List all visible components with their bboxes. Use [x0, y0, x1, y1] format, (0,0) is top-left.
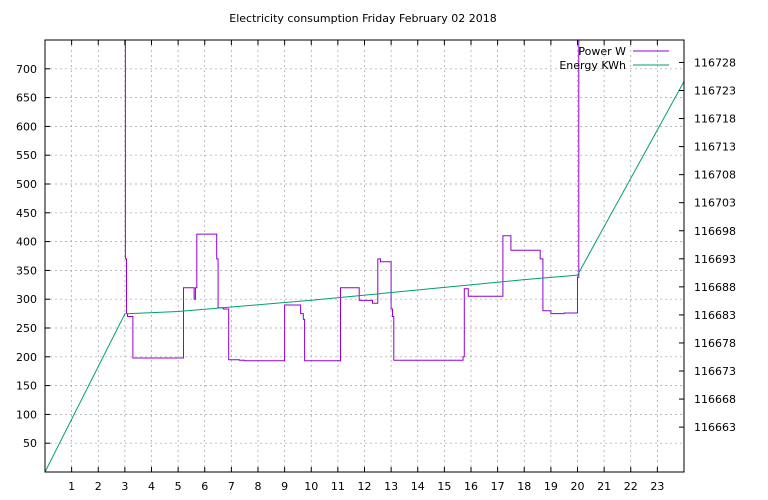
x-tick-label: 19 [544, 480, 558, 493]
y2-tick-label: 116728 [694, 56, 736, 69]
y-tick-label: 400 [16, 236, 37, 249]
x-tick-label: 17 [491, 480, 505, 493]
x-tick-label: 14 [411, 480, 425, 493]
x-tick-label: 21 [597, 480, 611, 493]
y-tick-label: 700 [16, 63, 37, 76]
y-tick-label: 300 [16, 293, 37, 306]
x-tick-label: 16 [464, 480, 478, 493]
y2-tick-label: 116688 [694, 281, 736, 294]
y-tick-label: 600 [16, 120, 37, 133]
y2-tick-label: 116718 [694, 113, 736, 126]
y-tick-label: 650 [16, 92, 37, 105]
y2-tick-label: 116663 [694, 421, 736, 434]
y-tick-label: 350 [16, 264, 37, 277]
x-tick-label: 1 [68, 480, 75, 493]
y-tick-label: 450 [16, 207, 37, 220]
axes: 1 2 3 4 5 6 7 8 9 10 11 12 13 14 15 16 17 18 19 20 21 22 23501… [16, 40, 736, 493]
series-layer [45, 40, 684, 472]
x-tick-label: 15 [437, 480, 451, 493]
x-tick-label: 10 [304, 480, 318, 493]
x-tick-label: 23 [650, 480, 664, 493]
x-tick-label: 11 [331, 480, 345, 493]
series-line-power [124, 40, 580, 362]
x-tick-label: 20 [571, 480, 585, 493]
y-tick-label: 100 [16, 408, 37, 421]
x-tick-label: 5 [175, 480, 182, 493]
x-tick-label: 4 [148, 480, 155, 493]
x-tick-label: 3 [121, 480, 128, 493]
y2-tick-label: 116703 [694, 197, 736, 210]
y-tick-label: 50 [23, 437, 37, 450]
x-tick-label: 8 [255, 480, 262, 493]
x-tick-label: 6 [201, 480, 208, 493]
y2-tick-label: 116713 [694, 141, 736, 154]
legend-label: Power W [578, 45, 626, 58]
legend-label: Energy KWh [559, 59, 626, 72]
x-tick-label: 18 [517, 480, 531, 493]
y2-tick-label: 116683 [694, 309, 736, 322]
x-tick-label: 9 [281, 480, 288, 493]
y-tick-label: 500 [16, 178, 37, 191]
y2-tick-label: 116708 [694, 169, 736, 182]
x-tick-label: 7 [228, 480, 235, 493]
grid [45, 40, 684, 472]
x-tick-label: 13 [384, 480, 398, 493]
y-tick-label: 550 [16, 149, 37, 162]
chart-title: Electricity consumption Friday February … [229, 12, 496, 25]
x-tick-label: 22 [624, 480, 638, 493]
y2-tick-label: 116673 [694, 365, 736, 378]
y2-tick-label: 116678 [694, 337, 736, 350]
y-tick-label: 150 [16, 380, 37, 393]
y2-tick-label: 116698 [694, 225, 736, 238]
series-line-energy [45, 81, 684, 472]
y2-tick-label: 116723 [694, 84, 736, 97]
y2-tick-label: 116668 [694, 393, 736, 406]
x-tick-label: 12 [358, 480, 372, 493]
x-tick-label: 2 [95, 480, 102, 493]
y-tick-label: 250 [16, 322, 37, 335]
y2-tick-label: 116693 [694, 253, 736, 266]
y-tick-label: 200 [16, 351, 37, 364]
